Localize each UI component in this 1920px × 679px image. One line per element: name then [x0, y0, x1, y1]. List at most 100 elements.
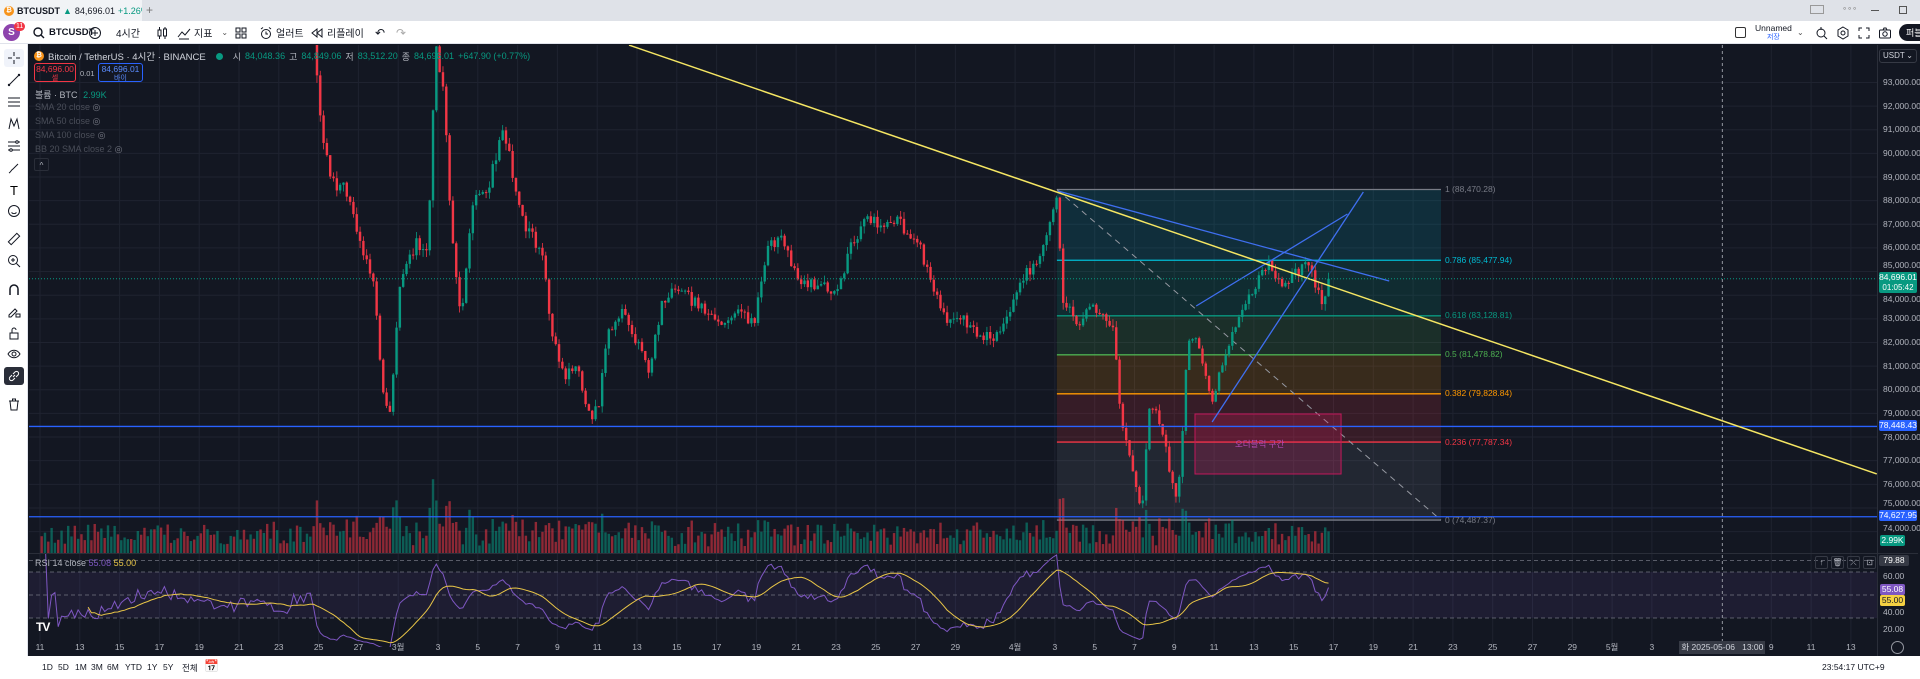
range-button-YTD[interactable]: YTD [125, 662, 142, 672]
tradingview-logo[interactable]: TV [36, 620, 50, 634]
horizontal-lines-tool[interactable] [4, 93, 24, 111]
minimize-icon[interactable] [1871, 10, 1879, 11]
collapse-legend-button[interactable]: ^ [34, 158, 49, 171]
pattern-tool[interactable] [4, 115, 24, 133]
timezone-clock[interactable]: 23:54:17 UTC+9 [1822, 662, 1885, 672]
fib-retracement-drawing[interactable] [1056, 188, 1442, 521]
fib-tool[interactable] [4, 137, 24, 155]
indicator-sma100[interactable]: SMA 100 close ◎ [35, 128, 122, 142]
layout-checkbox[interactable] [1735, 21, 1746, 44]
rsi-legend[interactable]: RSI 14 close 55.08 55.00 [35, 558, 136, 568]
redo-button[interactable]: ↷ [396, 21, 406, 44]
delete-pane-button[interactable]: 🗑 [1831, 556, 1844, 569]
fib-level-label[interactable]: 0.618 (83,128.81) [1444, 310, 1513, 321]
lock-drawings-tool[interactable] [4, 324, 24, 342]
quick-search-button[interactable] [1815, 21, 1829, 44]
fib-level-label[interactable]: 0 (74,487.37) [1444, 514, 1496, 525]
sell-button[interactable]: 84,696.00 셀 [34, 63, 76, 82]
eye-hidden-icon[interactable]: ◎ [92, 116, 101, 126]
range-button-1D[interactable]: 1D [42, 662, 53, 672]
volume-legend[interactable]: 볼륨 · BTC 2.99K [35, 88, 107, 101]
fullscreen-button[interactable] [1857, 21, 1871, 44]
range-button-1Y[interactable]: 1Y [147, 662, 158, 672]
magnet-tool[interactable] [4, 281, 24, 299]
fib-level-label[interactable]: 0.5 (81,478.82) [1444, 349, 1503, 360]
move-pane-up-button[interactable]: ↑ [1815, 556, 1828, 569]
volume-bar [700, 531, 703, 553]
compare-symbol-button[interactable] [88, 21, 102, 44]
symbol-title[interactable]: Bitcoin / TetherUS · 4시간 · BINANCE [48, 52, 206, 63]
emoji-tool[interactable] [4, 202, 24, 220]
currency-label: USDT [1883, 51, 1905, 60]
volume-bar [753, 532, 756, 553]
candle-body [508, 143, 511, 151]
alert-button[interactable]: 얼러트 [259, 21, 304, 44]
measure-tool[interactable] [4, 230, 24, 248]
trendline-tool[interactable] [4, 71, 24, 89]
symbol-search-button[interactable]: BTCUSDT [32, 21, 94, 44]
eye-hidden-icon[interactable]: ◎ [92, 102, 101, 112]
sync-drawings-tool[interactable] [4, 367, 24, 385]
volume-bar [906, 531, 909, 553]
indicators-icon [177, 28, 191, 39]
indicators-button[interactable]: 지표 ⌄ [177, 21, 228, 44]
indicator-sma20[interactable]: SMA 20 close ◎ [35, 100, 122, 114]
undo-button[interactable]: ↶ [375, 21, 385, 44]
indicator-sma50[interactable]: SMA 50 close ◎ [35, 114, 122, 128]
range-button-6M[interactable]: 6M [107, 662, 119, 672]
eye-hidden-icon[interactable]: ◎ [97, 130, 106, 140]
replay-button[interactable]: 리플레이 [310, 21, 364, 44]
buy-button[interactable]: 84,696.01 바이 [98, 63, 143, 82]
new-tab-button[interactable]: + [146, 3, 154, 17]
more-icon[interactable]: ∘∘∘ [1842, 4, 1858, 13]
range-button-3M[interactable]: 3M [91, 662, 103, 672]
stay-drawing-tool[interactable] [4, 303, 24, 321]
range-button-5D[interactable]: 5D [58, 662, 69, 672]
candle-body [567, 368, 571, 380]
range-button-1M[interactable]: 1M [75, 662, 87, 672]
layouts-button[interactable] [234, 21, 248, 44]
user-avatar[interactable]: S 11 [3, 21, 26, 44]
currency-selector[interactable]: USDT ⌄ [1879, 49, 1917, 63]
fib-level-label[interactable]: 0.236 (77,787.34) [1444, 436, 1513, 447]
fib-level-label[interactable]: 0.382 (79,828.84) [1444, 388, 1513, 399]
hide-drawings-tool[interactable] [4, 345, 24, 363]
zoom-in-tool[interactable] [4, 252, 24, 270]
brush-tool[interactable] [4, 159, 24, 177]
text-tool[interactable]: T [4, 181, 24, 199]
maximize-pane-button[interactable]: ⊡ [1863, 556, 1876, 569]
screenshot-button[interactable] [1878, 21, 1892, 44]
volume-bar [683, 543, 687, 553]
collapse-pane-button[interactable]: ⤫ [1847, 556, 1860, 569]
candle-body [1045, 235, 1048, 246]
restore-icon[interactable] [1899, 6, 1907, 14]
magnet-icon [9, 284, 19, 295]
time-axis-label: 13 [632, 642, 642, 652]
fib-level-label[interactable]: 0.786 (85,477.94) [1444, 254, 1513, 265]
range-button-전체[interactable]: 전체 [182, 663, 198, 673]
drawings[interactable] [29, 45, 1877, 518]
browser-tab-btcusdt[interactable]: ₿ BTCUSDT ▲ 84,696.01 +1.26% ✕ [0, 0, 142, 21]
go-to-date-calendar-icon[interactable]: 📅 [204, 659, 219, 673]
monitor-icon[interactable] [1810, 5, 1824, 14]
order-block-label[interactable]: 오더블럭 구간 [1234, 438, 1285, 449]
eye-hidden-icon[interactable]: ◎ [114, 144, 123, 154]
range-button-5Y[interactable]: 5Y [163, 662, 174, 672]
fib-level-label[interactable]: 1 (88,470.28) [1444, 184, 1496, 195]
indicator-bb[interactable]: BB 20 SMA close 2 ◎ [35, 142, 122, 156]
remove-drawings-tool[interactable] [4, 395, 24, 413]
layout-menu-chevron-icon[interactable]: ⌄ [1797, 28, 1804, 37]
layout-name-button[interactable]: Unnamed 저장 [1755, 21, 1792, 44]
interval-button[interactable]: 4시간 [116, 21, 140, 44]
crosshair-tool[interactable] [4, 49, 24, 67]
chart-type-button[interactable] [155, 21, 169, 44]
publish-button[interactable]: 퍼블 [1899, 24, 1920, 41]
volume-bar [179, 528, 183, 553]
candle-body [574, 366, 577, 372]
chevron-down-icon[interactable]: ⌄ [221, 28, 229, 37]
chart-settings-gear-icon[interactable] [1891, 641, 1904, 654]
candle-body [1290, 273, 1294, 283]
volume-bar [657, 525, 660, 553]
settings-button[interactable] [1836, 21, 1850, 44]
